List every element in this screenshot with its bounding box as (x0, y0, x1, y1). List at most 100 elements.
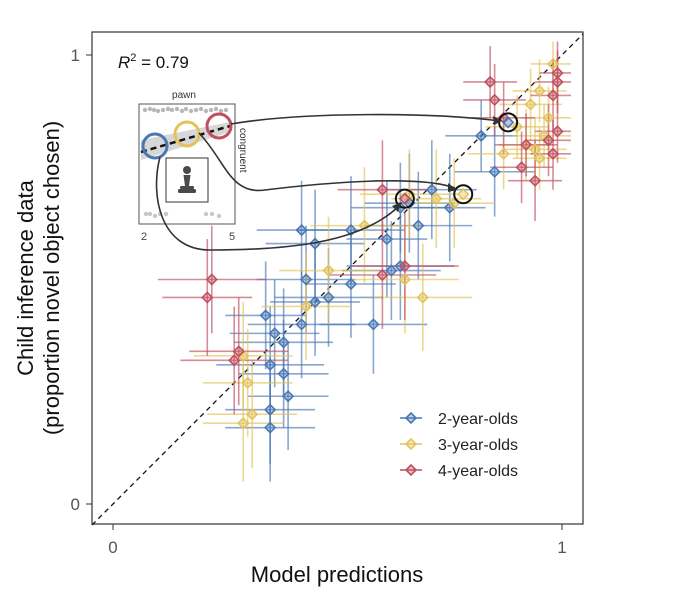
data-point (228, 354, 241, 367)
data-point (237, 417, 250, 430)
inset-dot (174, 106, 180, 112)
inset-dot (216, 213, 222, 219)
data-point (201, 291, 214, 304)
inset-dot (209, 211, 215, 217)
inset-panel: pawn congruent 2 5 (138, 90, 248, 243)
r2-superscript: 2 (130, 52, 136, 64)
data-point (259, 309, 272, 322)
data-point (322, 291, 335, 304)
x-axis-title: Model predictions (251, 562, 423, 587)
data-point (484, 75, 497, 89)
inset-x-tick-5: 5 (229, 231, 235, 243)
data-point (299, 300, 313, 313)
x-tick-label-0: 0 (108, 538, 117, 557)
r2-annotation: R2 = 0.79 (118, 52, 189, 72)
chess-pawn-icon (178, 166, 196, 193)
inset-dot (208, 107, 214, 113)
legend-marker (404, 437, 418, 451)
data-point (551, 125, 564, 138)
data-point (295, 223, 308, 237)
legend-label: 2-year-olds (438, 411, 518, 428)
data-point (380, 232, 394, 246)
data-point (398, 259, 411, 273)
inset-dot (143, 211, 149, 217)
highlighted-data-point (398, 192, 411, 205)
arrowhead-4yo (493, 116, 502, 125)
connector-curves (155, 113, 501, 251)
inset-x-tick-2: 2 (141, 231, 147, 243)
inset-dot (147, 106, 153, 112)
inset-dot (188, 108, 194, 114)
data-point (533, 152, 546, 165)
arrowhead-2yo (392, 202, 402, 212)
r2-symbol: R (118, 53, 130, 72)
data-point (515, 161, 528, 174)
data-point (533, 84, 546, 98)
inset-circle-4yo (205, 112, 233, 140)
data-point (246, 408, 259, 421)
y-tick-label-0: 0 (71, 495, 80, 514)
inset-fit-line (140, 124, 231, 154)
inset-dot (223, 107, 229, 113)
inset-dot (160, 107, 166, 113)
data-point (277, 336, 290, 349)
inset-dot (183, 106, 189, 112)
inset-dot (165, 106, 171, 112)
data-point (497, 147, 510, 160)
data-point (299, 273, 313, 286)
data-point (322, 264, 335, 277)
r2-value: = 0.79 (136, 53, 188, 72)
data-point (475, 129, 488, 142)
data-point (430, 192, 443, 205)
data-point (308, 295, 322, 309)
data-point (398, 273, 411, 286)
data-point (232, 345, 245, 358)
data-point (277, 367, 290, 380)
inset-side-label: congruent (237, 128, 248, 173)
inset-dot (198, 106, 204, 112)
data-point (264, 421, 277, 434)
data-point (542, 111, 555, 124)
data-point (528, 143, 542, 156)
data-point (524, 98, 537, 111)
connector-3yo (198, 132, 456, 192)
error-bars (157, 41, 571, 482)
inset-dot (169, 107, 175, 113)
data-point (205, 273, 218, 286)
inset-dot (147, 211, 153, 217)
inset-dot (203, 211, 209, 217)
data-point (546, 89, 560, 102)
arrowhead-3yo (448, 183, 457, 192)
data-point (488, 165, 501, 178)
data-point (412, 219, 425, 232)
inset-circle-2yo (141, 132, 169, 160)
inset-dot (203, 108, 209, 114)
data-point (281, 390, 295, 403)
highlight-circle (394, 188, 415, 209)
inset-dot (152, 213, 158, 219)
inset-grey-dots (142, 106, 229, 219)
connector-arrowheads (392, 116, 502, 212)
data-point (385, 264, 398, 277)
data-point (546, 57, 560, 71)
data-point (367, 318, 380, 331)
inset-dot (193, 107, 199, 113)
inset-dot (151, 107, 157, 113)
data-point (241, 376, 254, 389)
legend-label: 3-year-olds (438, 437, 518, 454)
inset-dot (163, 211, 169, 217)
inset-dot (179, 108, 185, 114)
y-axis-title-line2: (proportion novel object chosen) (39, 121, 64, 435)
highlighted-data-point (501, 116, 515, 129)
x-tick-label-1: 1 (557, 538, 566, 557)
data-point (264, 358, 277, 371)
inset-dot (213, 106, 219, 112)
inset-dot (142, 107, 148, 113)
data-point (344, 277, 358, 291)
data-point (488, 93, 501, 107)
data-point (425, 183, 438, 196)
inset-image-frame (165, 157, 209, 203)
data-point (416, 291, 429, 304)
data-points (201, 57, 564, 434)
